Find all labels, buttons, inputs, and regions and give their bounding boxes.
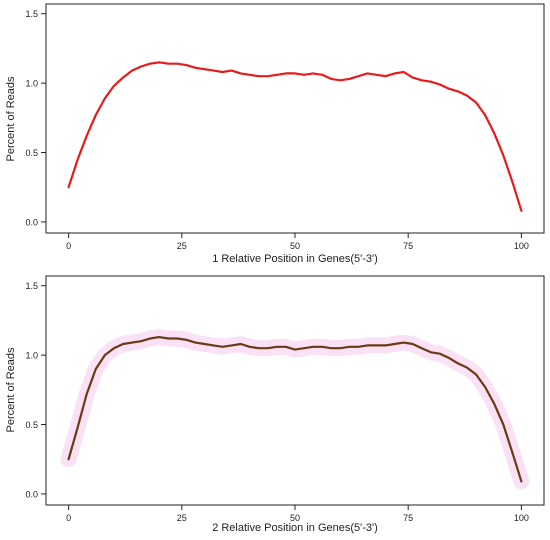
series-line bbox=[67, 61, 523, 212]
y-axis-label: Percent of Reads bbox=[5, 347, 17, 432]
y-tick-label: 0.0 bbox=[25, 489, 38, 499]
x-tick-label: 50 bbox=[290, 513, 300, 523]
y-axis-label: Percent of Reads bbox=[5, 76, 17, 161]
x-axis-ticks: 0 25 50 75 100 bbox=[66, 233, 529, 251]
y-tick-label: 0.5 bbox=[25, 148, 38, 158]
x-axis-label: 2 Relative Position in Genes(5'-3') bbox=[212, 522, 378, 534]
y-tick-label: 1.5 bbox=[25, 9, 38, 19]
y-tick-label: 1.5 bbox=[25, 281, 38, 291]
series-layer bbox=[67, 61, 523, 212]
x-tick-label: 0 bbox=[66, 513, 71, 523]
x-tick-label: 100 bbox=[514, 241, 529, 251]
x-tick-label: 75 bbox=[403, 241, 413, 251]
x-axis-label: 1 Relative Position in Genes(5'-3') bbox=[212, 253, 378, 265]
x-tick-label: 100 bbox=[514, 513, 529, 523]
line-chart-top: 0.0 0.5 1.0 1.5 0 25 50 75 100 1 Relative Posit… bbox=[5, 3, 545, 265]
x-tick-label: 25 bbox=[177, 513, 187, 523]
y-tick-label: 0.0 bbox=[25, 217, 38, 227]
series-layer bbox=[60, 329, 530, 490]
plot-frame bbox=[45, 3, 545, 234]
series-line bbox=[67, 336, 523, 483]
y-tick-label: 1.0 bbox=[25, 79, 38, 89]
y-tick-label: 1.0 bbox=[25, 351, 38, 361]
series-band bbox=[60, 329, 530, 490]
x-tick-label: 75 bbox=[403, 513, 413, 523]
plot-frame bbox=[45, 275, 545, 506]
line-chart-bottom: 0.0 0.5 1.0 1.5 0 25 50 75 100 2 Relative Posit… bbox=[5, 275, 545, 534]
y-axis-ticks: 0.0 0.5 1.0 1.5 bbox=[25, 9, 46, 227]
x-axis-ticks: 0 25 50 75 100 bbox=[66, 505, 529, 523]
x-tick-label: 50 bbox=[290, 241, 300, 251]
x-tick-label: 0 bbox=[66, 241, 71, 251]
y-axis-ticks: 0.0 0.5 1.0 1.5 bbox=[25, 281, 46, 499]
x-tick-label: 25 bbox=[177, 241, 187, 251]
y-tick-label: 0.5 bbox=[25, 420, 38, 430]
